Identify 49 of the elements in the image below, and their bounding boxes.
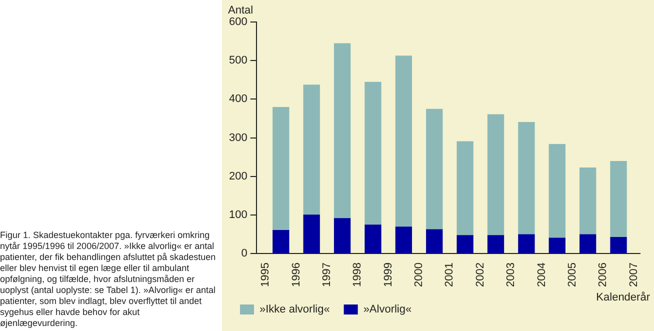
x-tick-label: 2000 (413, 262, 426, 288)
x-tick-label: 2001 (444, 262, 456, 288)
x-axis-title: Kalenderår (596, 292, 650, 304)
bar (426, 108, 443, 230)
bar (272, 230, 290, 254)
bar (610, 236, 627, 254)
bar (579, 234, 596, 254)
x-tick-label: 1996 (290, 262, 302, 288)
bar (518, 234, 535, 254)
x-tick-label: 1998 (352, 262, 364, 288)
text: Figur 1. Skadestuekontakter pga. fyrværkeri omkring nytår 1995/1996 til 2006/2007. »Ikke alvorlig« er antal patienter, der fik behandlingen afsluttet på skadestuen eller blev henvist til egen læge eller til ambulant opfølgning, og tilfælde, hvor afslutningsmåden er uoplyst (antal uoplyste: se Tabel 1). »Alvorlig« er antal patienter, som blev indlagt, blev overflyttet til andet sygehus eller havde behov for akut øjenlægevurdering. (0, 230, 216, 328)
y-tick-label: 500 (228, 54, 248, 67)
x-tick-label: 2002 (474, 262, 486, 288)
bar (487, 114, 504, 236)
bar (303, 84, 320, 216)
bar (518, 122, 535, 235)
y-tick-label: 600 (228, 16, 248, 28)
bar (456, 235, 474, 254)
y-tick-label: 0 (241, 248, 248, 260)
bar (487, 235, 504, 254)
bar (334, 218, 351, 254)
bar (334, 43, 351, 219)
legend-label: »Alvorlig« (363, 304, 412, 316)
legend-label: »Ikke alvorlig« (260, 304, 330, 316)
bar (548, 238, 566, 254)
y-tick-label: 200 (228, 170, 248, 182)
x-tick-label: 2006 (597, 262, 610, 288)
x-tick-label: 1999 (382, 262, 394, 288)
x-tick-label: 2004 (536, 262, 548, 288)
x-tick-label: 2005 (566, 262, 579, 288)
y-tick-label: 400 (228, 93, 248, 106)
bar (579, 168, 596, 235)
bar (364, 224, 382, 254)
bar (272, 106, 290, 231)
bar (395, 226, 412, 254)
bar (303, 214, 320, 254)
y-tick-label: 100 (228, 208, 248, 221)
bar (426, 229, 443, 254)
x-tick-label: 1995 (260, 262, 272, 288)
x-tick-label: 2007 (628, 262, 640, 288)
bar (548, 144, 566, 238)
bar (364, 82, 382, 226)
bar (610, 160, 627, 238)
x-tick-label: 2003 (505, 262, 518, 288)
y-axis-title: Antal (228, 4, 254, 17)
y-tick-label: 300 (228, 132, 248, 144)
bar (395, 56, 412, 228)
bar (456, 141, 474, 236)
x-tick-label: 1997 (320, 262, 333, 288)
